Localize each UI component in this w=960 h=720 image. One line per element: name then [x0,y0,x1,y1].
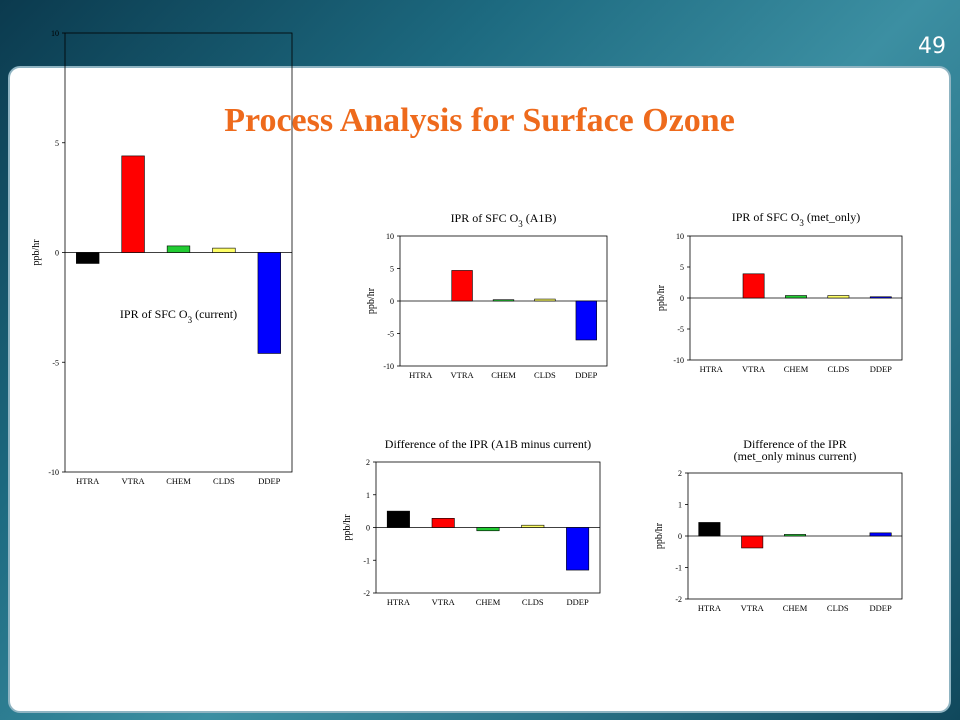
category-label: VTRA [122,476,146,486]
category-label: CLDS [534,370,556,380]
y-tick-label: 10 [51,29,59,38]
category-label: CHEM [166,476,191,486]
chart-title: Difference of the IPR [743,437,846,451]
bar-clds [534,298,556,302]
y-tick-label: 10 [676,232,684,241]
bar-clds [212,247,236,253]
category-label: CLDS [828,364,850,374]
y-tick-label: 0 [678,532,682,541]
y-tick-label: -1 [675,564,682,573]
bar-vtra [741,535,764,549]
bar-chem [785,295,807,299]
category-label: VTRA [741,603,765,613]
category-label: CLDS [213,476,235,486]
bar-htra [386,510,410,528]
chart-title: IPR of SFC O3 (current) [120,307,237,325]
category-label: HTRA [700,364,724,374]
chart-title: IPR of SFC O3 (A1B) [451,211,557,229]
chart-diff-a1b: Difference of the IPR (A1B minus current… [342,437,601,607]
y-tick-label: 0 [390,297,394,306]
bar-vtra [121,155,145,253]
y-axis-label: ppb/hr [31,239,42,266]
category-label: VTRA [432,597,456,607]
bar-clds [827,295,850,299]
slide-title: Process Analysis for Surface Ozone [224,102,735,139]
category-label: HTRA [409,370,433,380]
bar-htra [698,522,721,537]
bar-ddep [575,300,597,341]
category-label: DDEP [575,370,597,380]
y-tick-label: 1 [678,501,682,510]
slide-panel: Process Analysis for Surface Ozone [8,66,951,713]
category-label: VTRA [742,364,766,374]
y-axis-label: ppb/hr [366,287,377,314]
category-label: DDEP [869,603,891,613]
category-label: HTRA [698,603,722,613]
category-label: HTRA [387,597,411,607]
chart-title: Difference of the IPR (A1B minus current… [385,437,591,451]
y-tick-label: -2 [363,589,370,598]
category-label: DDEP [870,364,892,374]
y-tick-label: 0 [366,524,370,533]
category-label: DDEP [258,476,280,486]
chart-title: IPR of SFC O3 (met_only) [732,210,861,228]
y-axis-label: ppb/hr [654,522,665,549]
bar-vtra [742,273,765,299]
bar-ddep [566,527,590,571]
y-tick-label: -10 [383,362,394,371]
y-tick-label: 0 [680,294,684,303]
chart-a1b: IPR of SFC O3 (A1B) -10 -5 0 5 10 HTRA VTRA CHEM… [366,211,608,380]
y-tick-label: 2 [678,469,682,478]
y-tick-label: -10 [48,468,59,477]
y-tick-label: 10 [386,232,394,241]
y-tick-label: -10 [673,356,684,365]
y-tick-label: 5 [390,265,394,274]
bar-htra [76,252,100,264]
bar-ddep [257,252,281,354]
y-tick-label: 0 [55,249,59,258]
y-tick-label: 5 [680,263,684,272]
chart-diff-met-only: Difference of the IPR(met_only minus cur… [654,437,903,613]
category-label: CHEM [476,597,501,607]
chart-title: (met_only minus current) [734,449,857,463]
category-label: CHEM [491,370,516,380]
bar-ddep [869,296,892,299]
category-label: CLDS [522,597,544,607]
y-tick-label: -2 [675,595,682,604]
category-label: HTRA [76,476,100,486]
category-label: CHEM [784,364,809,374]
page-number: 49 [918,34,946,59]
y-axis-label: ppb/hr [342,514,353,541]
y-tick-label: -5 [677,325,684,334]
y-tick-label: 5 [55,139,59,148]
category-label: CLDS [827,603,849,613]
bar-ddep [869,532,892,537]
category-label: DDEP [566,597,588,607]
y-axis-label: ppb/hr [656,284,667,311]
bar-vtra [431,518,455,528]
bar-chem [784,534,807,537]
y-tick-label: -5 [387,330,394,339]
y-tick-label: -1 [363,556,370,565]
category-label: CHEM [783,603,808,613]
y-tick-label: 2 [366,458,370,467]
chart-met-only: IPR of SFC O3 (met_only) -10 -5 0 5 10 HTRA VTR… [656,210,903,374]
bar-vtra [451,270,473,302]
y-tick-label: -5 [52,358,59,367]
bar-chem [166,245,191,253]
bar-chem [492,299,515,302]
category-label: VTRA [451,370,475,380]
chart-current: IPR of SFC O3 (current) -10 -5 0 5 10 HTRA VTRA… [31,29,293,486]
bar-clds [521,524,545,528]
bar-chem [476,527,500,532]
y-tick-label: 1 [366,491,370,500]
